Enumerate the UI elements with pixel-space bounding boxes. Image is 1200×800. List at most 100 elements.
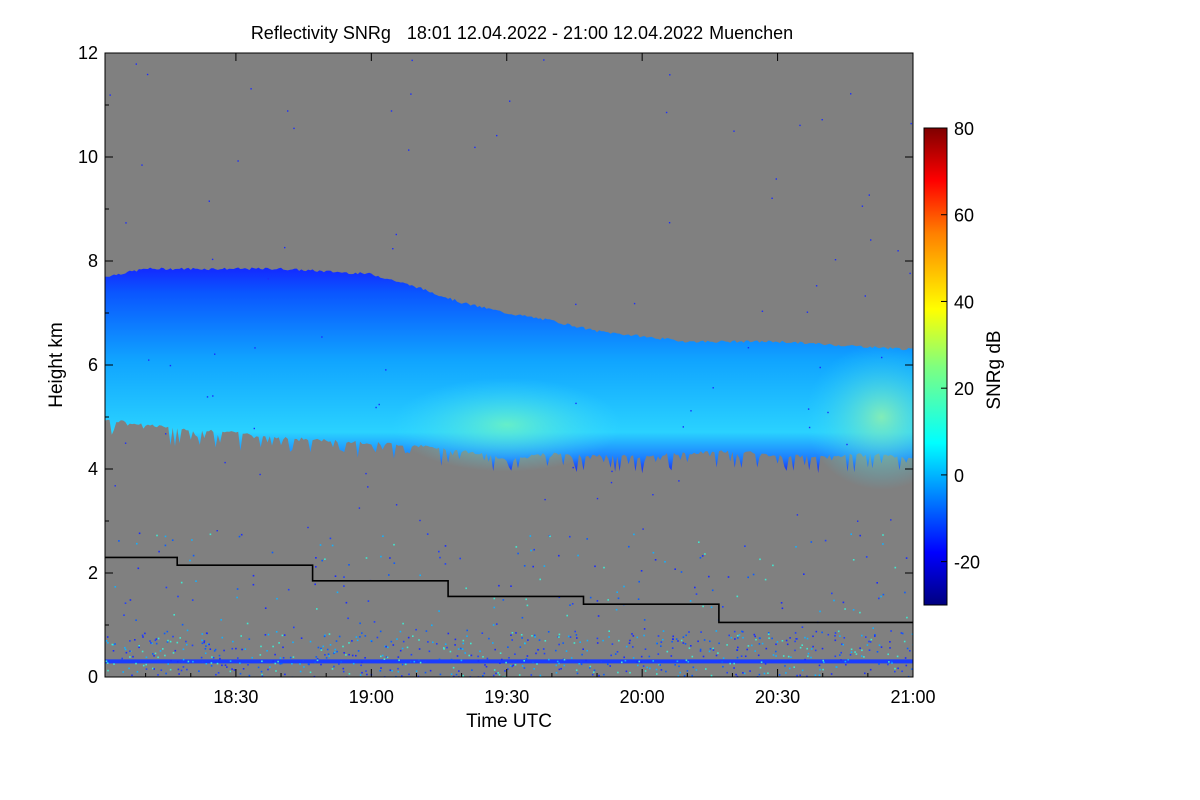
noise-speckle <box>887 663 889 666</box>
noise-speckle <box>382 535 384 537</box>
noise-speckle <box>393 562 396 564</box>
noise-speckle <box>208 643 210 646</box>
noise-speckle <box>688 647 691 649</box>
noise-speckle <box>596 642 599 644</box>
noise-speckle <box>563 664 566 667</box>
noise-speckle <box>224 664 227 666</box>
noise-speckle <box>771 637 773 640</box>
noise-speckle <box>438 550 440 553</box>
noise-speckle <box>406 646 409 649</box>
noise-speckle <box>235 647 237 650</box>
noise-speckle <box>686 670 689 672</box>
noise-speckle <box>366 673 368 676</box>
noise-speckle <box>722 665 724 668</box>
noise-speckle <box>628 545 630 548</box>
noise-speckle <box>496 623 498 625</box>
noise-speckle <box>866 644 869 646</box>
noise-speckle <box>172 652 175 654</box>
noise-speckle <box>153 655 155 657</box>
noise-speckle <box>733 130 735 132</box>
noise-speckle <box>171 539 174 541</box>
noise-speckle <box>571 603 574 605</box>
noise-speckle <box>682 642 685 644</box>
noise-speckle <box>544 498 546 501</box>
noise-speckle <box>124 602 127 604</box>
noise-speckle <box>608 636 610 638</box>
noise-speckle <box>570 657 573 659</box>
noise-speckle <box>711 589 714 592</box>
noise-speckle <box>128 667 130 670</box>
noise-speckle <box>160 669 163 671</box>
noise-speckle <box>303 666 305 668</box>
noise-speckle <box>397 667 399 670</box>
noise-speckle <box>493 669 496 671</box>
noise-speckle <box>418 659 420 662</box>
noise-speckle <box>106 636 109 638</box>
noise-speckle <box>831 592 833 595</box>
noise-speckle <box>882 543 884 545</box>
noise-speckle <box>166 641 169 643</box>
noise-speckle <box>695 669 698 671</box>
noise-speckle <box>438 610 440 612</box>
noise-speckle <box>514 663 517 666</box>
noise-speckle <box>659 664 661 666</box>
noise-speckle <box>733 667 735 669</box>
noise-speckle <box>685 634 687 637</box>
noise-speckle <box>388 574 390 576</box>
noise-speckle <box>181 661 183 663</box>
noise-speckle <box>309 671 312 674</box>
noise-speckle <box>894 670 896 673</box>
noise-speckle <box>274 662 277 665</box>
noise-speckle <box>176 661 179 663</box>
noise-speckle <box>804 636 806 639</box>
noise-speckle <box>165 586 168 589</box>
noise-speckle <box>618 639 620 642</box>
noise-speckle <box>759 558 761 561</box>
noise-speckle <box>815 285 818 287</box>
noise-speckle <box>515 632 517 634</box>
noise-speckle <box>252 583 255 586</box>
noise-speckle <box>577 554 579 557</box>
noise-speckle <box>123 614 125 616</box>
noise-speckle <box>446 646 448 649</box>
noise-speckle <box>348 673 351 675</box>
noise-speckle <box>807 655 809 658</box>
noise-speckle <box>594 565 596 568</box>
noise-speckle <box>806 637 809 640</box>
noise-speckle <box>698 541 700 543</box>
noise-speckle <box>864 295 866 297</box>
x-axis: 18:30 19:00 19:30 20:00 20:30 21:00 <box>145 53 936 707</box>
noise-speckle <box>129 650 131 652</box>
noise-speckle <box>593 669 596 672</box>
noise-speckle <box>380 667 382 669</box>
noise-speckle <box>385 656 388 658</box>
noise-speckle <box>623 656 625 659</box>
noise-speckle <box>510 634 512 636</box>
noise-speckle <box>373 621 376 623</box>
noise-speckle <box>281 662 283 665</box>
noise-speckle <box>154 639 157 642</box>
noise-speckle <box>904 591 906 594</box>
noise-speckle <box>242 668 245 670</box>
noise-speckle <box>894 566 897 569</box>
noise-speckle <box>300 637 303 639</box>
noise-speckle <box>496 134 498 137</box>
noise-speckle <box>755 638 757 641</box>
noise-speckle <box>158 550 160 553</box>
noise-speckle <box>644 670 647 672</box>
noise-speckle <box>834 635 836 637</box>
noise-speckle <box>576 637 578 639</box>
noise-speckle <box>646 666 648 669</box>
noise-speckle <box>804 658 806 661</box>
noise-speckle <box>232 640 234 643</box>
noise-speckle <box>869 641 872 643</box>
noise-speckle <box>479 650 481 653</box>
noise-speckle <box>408 149 410 151</box>
noise-speckle <box>224 461 226 464</box>
noise-speckle <box>397 656 400 658</box>
noise-speckle <box>240 533 243 536</box>
noise-speckle <box>671 640 673 643</box>
noise-speckle <box>596 497 599 500</box>
noise-speckle <box>818 664 821 667</box>
noise-speckle <box>782 655 785 657</box>
